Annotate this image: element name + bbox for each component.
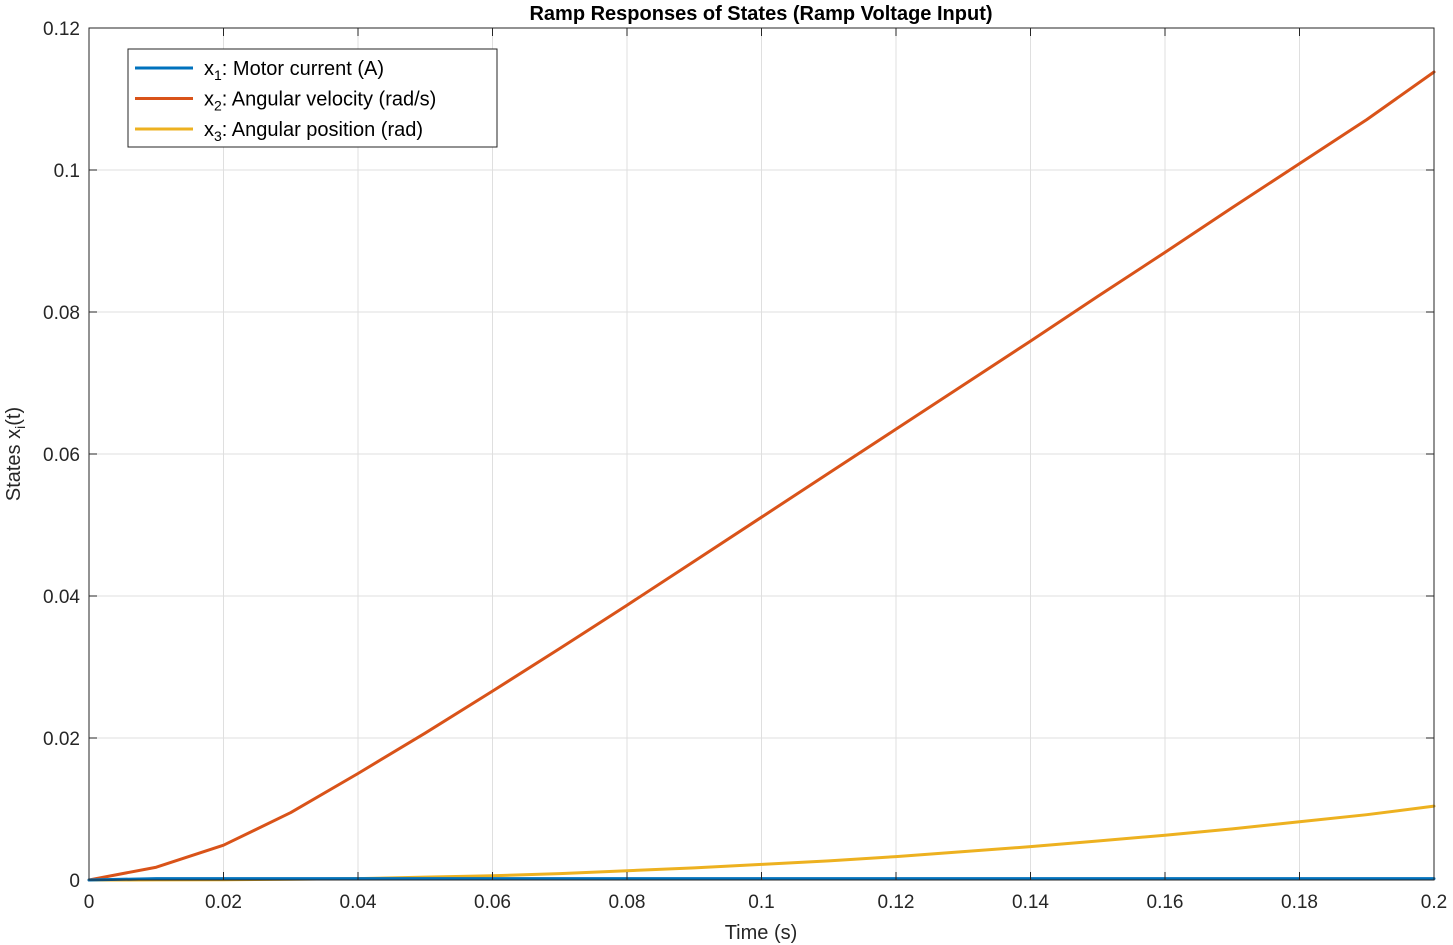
y-axis-label-sub: i bbox=[12, 426, 28, 429]
y-tick-label: 0.02 bbox=[43, 729, 80, 750]
legend-label-main: x bbox=[204, 119, 214, 141]
x-axis-label: Time (s) bbox=[725, 922, 798, 944]
y-tick-label: 0.06 bbox=[43, 445, 80, 466]
legend-label-3: x3: Angular position (rad) bbox=[204, 119, 423, 144]
y-axis-label-tail: (t) bbox=[3, 407, 25, 426]
x-tick-label: 0.16 bbox=[1147, 892, 1184, 913]
legend: x1: Motor current (A)x2: Angular velocit… bbox=[127, 48, 498, 148]
y-grid bbox=[89, 169, 1434, 739]
legend-label-sub: 3 bbox=[214, 128, 222, 144]
legend-label-tail: : Angular position (rad) bbox=[222, 119, 423, 141]
legend-label-main: x bbox=[204, 58, 214, 80]
y-tick-label: 0.12 bbox=[43, 19, 80, 40]
x-tick-label: 0.02 bbox=[205, 892, 242, 913]
x-tick-label: 0 bbox=[84, 892, 95, 913]
x-tick-label: 0.2 bbox=[1421, 892, 1447, 913]
y-tick-label: 0.04 bbox=[43, 587, 80, 608]
x-tick-label: 0.06 bbox=[474, 892, 511, 913]
x-tick-label: 0.12 bbox=[878, 892, 915, 913]
chart-title: Ramp Responses of States (Ramp Voltage I… bbox=[529, 3, 992, 25]
y-axis-label: States xi(t) bbox=[3, 407, 28, 501]
y-tick-label: 0.08 bbox=[43, 303, 80, 324]
legend-label-sub: 2 bbox=[214, 98, 222, 114]
x-tick-label: 0.04 bbox=[340, 892, 377, 913]
x-tick-label: 0.18 bbox=[1281, 892, 1318, 913]
axis-ticks: 0 0.02 0.04 0.06 0.08 0.1 0.12 0.14 0.16 0.18 0.20… bbox=[43, 19, 1447, 913]
series-line-2 bbox=[87, 70, 1436, 882]
legend-label-2: x2: Angular velocity (rad/s) bbox=[204, 89, 436, 114]
legend-label-tail: : Motor current (A) bbox=[222, 58, 384, 80]
y-tick-label: 0.1 bbox=[54, 161, 80, 182]
x-tick-label: 0.14 bbox=[1012, 892, 1049, 913]
legend-label-tail: : Angular velocity (rad/s) bbox=[222, 89, 437, 111]
y-tick-label: 0 bbox=[69, 871, 80, 892]
legend-label-1: x1: Motor current (A) bbox=[204, 58, 384, 83]
x-tick-label: 0.1 bbox=[748, 892, 774, 913]
y-axis-label-main: States x bbox=[3, 429, 25, 501]
x-tick-label: 0.08 bbox=[609, 892, 646, 913]
legend-label-main: x bbox=[204, 89, 214, 111]
legend-label-sub: 1 bbox=[214, 67, 222, 83]
